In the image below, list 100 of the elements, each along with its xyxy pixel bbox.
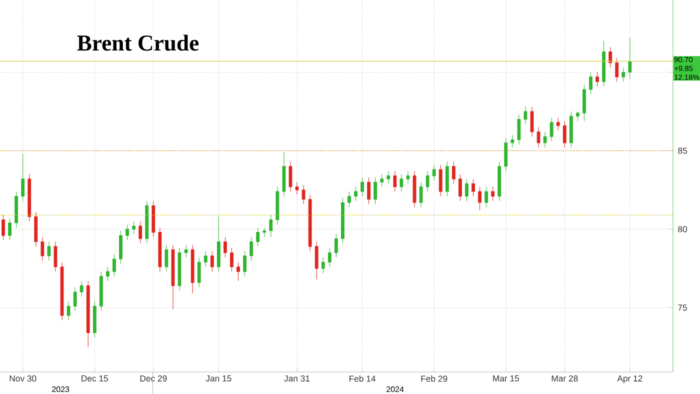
candlestick: [243, 250, 246, 277]
candlestick: [608, 46, 612, 68]
candlestick: [360, 177, 364, 196]
candlestick: [171, 244, 175, 310]
x-tick-label: Jan 31: [284, 375, 310, 382]
candlestick: [445, 161, 449, 196]
candlestick: [295, 182, 299, 195]
y-tick-label: 75: [678, 304, 687, 311]
candlestick: [216, 216, 220, 272]
candlestick: [386, 170, 390, 184]
candlestick: [524, 106, 528, 124]
candlestick: [276, 186, 280, 225]
candlestick: [615, 58, 619, 82]
candlestick: [210, 250, 214, 272]
text: 2023: [52, 386, 70, 392]
y-tick-label: 85: [678, 148, 687, 154]
candlestick: [158, 227, 162, 272]
x-tick-label: Feb 14: [350, 375, 376, 382]
candlestick: [550, 117, 554, 142]
candlestick: [452, 161, 456, 184]
candlestick: [504, 138, 508, 172]
candlestick: [498, 161, 502, 202]
candlestick: [406, 170, 410, 184]
candlestick: [530, 106, 534, 137]
candlestick: [426, 170, 430, 192]
x-tick-label: Apr 12: [617, 375, 642, 384]
candlestick: [145, 200, 149, 244]
candlestick: [164, 244, 168, 272]
candlestick: [582, 84, 586, 122]
candlestick: [28, 174, 32, 222]
candlestick: [21, 154, 25, 202]
candlestick: [66, 301, 70, 320]
candlestick: [34, 212, 38, 247]
candlestick: [569, 111, 573, 148]
candlestick: [478, 186, 482, 211]
x-tick-label: Mar 15: [493, 375, 520, 382]
x-tick-label: Dec 29: [140, 375, 167, 382]
candlestick: [8, 218, 12, 240]
candlestick: [224, 236, 227, 258]
candlestick: [138, 221, 142, 244]
candlestick: [543, 132, 547, 148]
candlestick: [328, 248, 332, 268]
candlestick: [432, 164, 436, 181]
x-tick-label: Dec 15: [82, 375, 108, 382]
candlestick: [73, 286, 77, 312]
text: 2024: [386, 386, 404, 392]
candlestick: [314, 241, 318, 280]
candlestick: [288, 161, 292, 192]
candlestick: [458, 174, 462, 202]
candlestick: [517, 114, 521, 145]
x-tick-label: Nov 30: [10, 375, 36, 382]
candlestick: [596, 72, 599, 87]
candlestick: [106, 266, 110, 282]
x-tick-label: Jan 15: [206, 375, 232, 382]
candlestick: [14, 191, 18, 228]
candlestick: [374, 177, 378, 204]
candlestick: [465, 178, 468, 202]
candlestick: [92, 301, 96, 338]
candlestick: [256, 227, 260, 247]
candlestick: [2, 214, 5, 240]
candlestick: [628, 37, 632, 79]
candlestick: [380, 174, 384, 188]
candlestick: [622, 67, 626, 82]
candlestick: [204, 250, 208, 268]
candlestick: [348, 191, 351, 208]
y-tick-label: 80: [678, 226, 688, 232]
x-tick-label: Mar 28: [552, 375, 578, 382]
candlestick: [126, 224, 129, 240]
candlestick: [321, 257, 325, 274]
candlestick: [80, 280, 84, 297]
candlestick: [393, 170, 397, 192]
candlestick: [472, 178, 475, 196]
x-tick-label: Feb 29: [421, 375, 448, 382]
candlestick: [269, 214, 273, 238]
candlestick: [400, 174, 404, 192]
candlestick: [112, 254, 116, 277]
candlestick: [334, 234, 338, 258]
candlestick: [536, 126, 540, 148]
candlestick: [86, 280, 90, 348]
candlestick: [230, 248, 234, 272]
candlestick: [282, 152, 286, 196]
text: Brent Crude: [77, 34, 199, 51]
candlestick: [341, 198, 344, 244]
candlestick: [562, 120, 566, 148]
candlestick: [302, 184, 306, 204]
candlestick: [119, 230, 122, 264]
candlestick: [556, 117, 560, 131]
candlestick: [589, 72, 592, 94]
candlestick: [262, 227, 266, 238]
candlestick: [178, 248, 182, 291]
candlestick: [236, 262, 240, 282]
candlestick: [367, 177, 371, 204]
candlestick: [510, 134, 514, 148]
candlestick: [190, 244, 194, 294]
candlestick: [438, 164, 442, 196]
candlestick: [419, 182, 423, 208]
candlestick: [484, 186, 488, 208]
candlestick: [576, 111, 580, 122]
candlestick: [308, 194, 312, 252]
candlestick: [152, 200, 156, 238]
